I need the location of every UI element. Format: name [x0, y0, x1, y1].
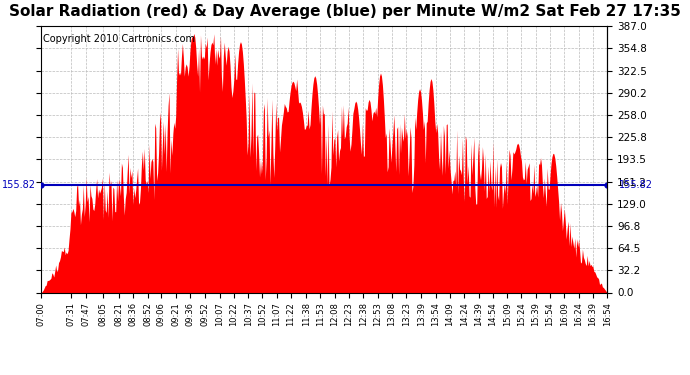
Text: 155.82: 155.82: [2, 180, 36, 190]
Text: Copyright 2010 Cartronics.com: Copyright 2010 Cartronics.com: [43, 34, 195, 44]
Text: Solar Radiation (red) & Day Average (blue) per Minute W/m2 Sat Feb 27 17:35: Solar Radiation (red) & Day Average (blu…: [9, 4, 681, 19]
Text: 155.82: 155.82: [618, 180, 653, 190]
